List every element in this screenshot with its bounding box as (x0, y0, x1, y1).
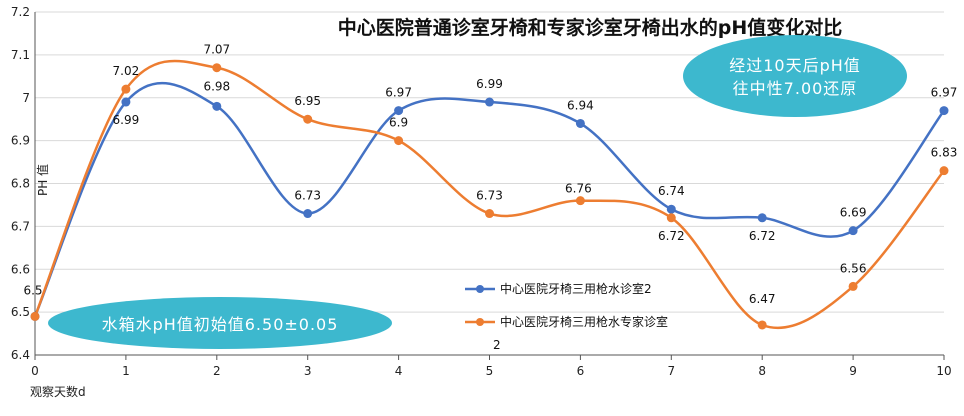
data-point-series-1 (757, 213, 767, 223)
data-label-series-1: 6.99 (476, 77, 503, 91)
legend-marker-series-1 (476, 285, 484, 293)
x-axis-label: 观察天数d (30, 384, 86, 399)
data-point-series-1 (394, 106, 404, 116)
data-point-series-2 (394, 136, 404, 146)
data-point-series-2 (30, 311, 40, 321)
y-tick-label: 6.5 (11, 305, 30, 319)
x-tick-labels: 0 1 2 3 4 5 6 7 8 9 10 (31, 364, 951, 378)
y-tick-label: 6.6 (11, 262, 30, 276)
data-point-series-1 (121, 97, 131, 107)
legend-label-series-2: 中心医院牙椅三用枪水专家诊室 (500, 314, 668, 329)
data-point-series-1 (303, 209, 313, 219)
x-tick-label: 6 (577, 364, 585, 378)
data-point-series-1 (939, 106, 949, 116)
legend-marker-series-2 (476, 318, 484, 326)
data-point-series-2 (485, 209, 494, 219)
y-tick-label: 6.8 (11, 177, 30, 191)
axes (34, 12, 945, 360)
data-point-series-2 (303, 114, 313, 124)
data-point-series-1 (848, 226, 858, 236)
data-point-series-1 (485, 97, 494, 107)
y-tick-label: 6.9 (11, 134, 30, 148)
x-tick-label: 7 (667, 364, 675, 378)
y-tick-labels: 6.4 6.5 6.6 6.7 6.8 6.9 7 7.1 7.2 (11, 5, 30, 362)
data-label-series-1: 6.72 (749, 229, 776, 243)
y-tick-label: 6.7 (11, 219, 30, 233)
y-axis-label: PH 值 (35, 164, 50, 196)
data-label-series-2: 6.56 (840, 261, 867, 275)
x-tick-label: 9 (849, 364, 857, 378)
y-tick-label: 7.1 (11, 48, 30, 62)
chart-title: 中心医院普通诊室牙椅和专家诊室牙椅出水的pH值变化对比 (338, 16, 843, 39)
x-tick-label: 0 (31, 364, 39, 378)
legend: 中心医院牙椅三用枪水诊室2 中心医院牙椅三用枪水专家诊室 2 (465, 281, 668, 352)
data-label-series-2: 6.73 (476, 189, 503, 203)
data-label-series-2: 6.47 (749, 292, 776, 306)
data-label-series-1: 6.69 (840, 206, 867, 220)
x-tick-label: 4 (395, 364, 403, 378)
x-tick-label: 1 (122, 364, 130, 378)
y-tick-label: 6.4 (11, 348, 30, 362)
data-label-series-1: 6.98 (203, 79, 230, 93)
data-label-series-2: 6.83 (931, 146, 958, 160)
data-point-series-2 (121, 84, 131, 94)
data-label-series-2: 6.9 (389, 116, 408, 130)
data-label-series-1: 6.5 (23, 283, 42, 297)
data-label-series-2: 6.76 (565, 182, 592, 196)
data-point-series-1 (575, 118, 585, 128)
data-label-series-2: 7.07 (203, 43, 230, 57)
data-point-series-1 (212, 101, 222, 111)
data-label-series-2: 7.02 (113, 64, 140, 78)
annotation-bubble-bottom (48, 297, 392, 349)
data-point-series-2 (212, 63, 222, 73)
data-label-series-2: 6.72 (658, 229, 685, 243)
x-tick-label: 5 (486, 364, 494, 378)
x-tick-label: 10 (936, 364, 951, 378)
data-label-series-1: 6.99 (113, 113, 140, 127)
annotation-line-1: 经过10天后pH值 (729, 56, 861, 75)
data-label-series-1: 6.74 (658, 184, 685, 198)
data-label-series-1: 6.97 (385, 86, 412, 100)
y-tick-label: 7 (22, 91, 30, 105)
data-labels: 6.56.996.986.736.976.996.946.746.726.696… (23, 43, 957, 306)
series-line-1 (33, 81, 945, 317)
annotation-initial-value: 水箱水pH值初始值6.50±0.05 (102, 315, 339, 334)
data-point-series-2 (939, 166, 949, 176)
data-point-series-2 (757, 320, 767, 330)
x-tick-label: 2 (213, 364, 221, 378)
data-label-series-2: 6.95 (294, 94, 321, 108)
data-label-series-1: 6.73 (294, 189, 321, 203)
x-tick-label: 8 (758, 364, 766, 378)
series-points (30, 63, 949, 330)
annotation-line-2: 往中性7.00还原 (733, 79, 858, 98)
data-label-series-1: 6.97 (931, 86, 958, 100)
data-point-series-2 (666, 213, 676, 223)
data-point-series-1 (666, 204, 676, 214)
annotation-bubble-top (683, 35, 907, 117)
legend-extra-label: 2 (493, 338, 501, 352)
data-point-series-2 (848, 281, 858, 291)
x-tick-label: 3 (304, 364, 312, 378)
data-point-series-2 (575, 196, 585, 206)
y-tick-label: 7.2 (11, 5, 30, 19)
legend-label-series-1: 中心医院牙椅三用枪水诊室2 (500, 281, 652, 296)
data-label-series-1: 6.94 (567, 98, 594, 112)
